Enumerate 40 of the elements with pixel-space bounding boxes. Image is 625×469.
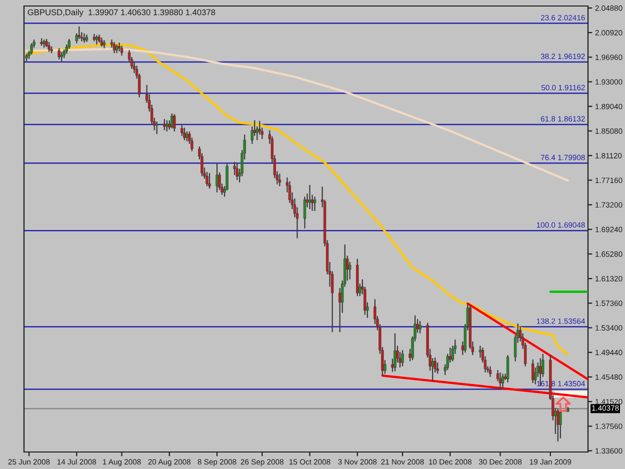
candlestick — [112, 41, 116, 54]
candlestick — [60, 51, 63, 62]
candlestick — [556, 408, 560, 442]
candlestick — [163, 118, 166, 131]
candlestick — [436, 362, 439, 374]
candlestick — [478, 345, 482, 358]
candlestick — [78, 26, 80, 40]
candlestick — [501, 373, 504, 389]
candlestick — [156, 120, 158, 135]
candlestick — [30, 42, 33, 56]
candlestick — [559, 409, 562, 439]
candlestick — [236, 162, 238, 180]
candlestick — [303, 196, 306, 229]
candlestick — [118, 42, 121, 52]
candlestick — [216, 162, 218, 193]
candlestick — [82, 32, 86, 44]
candlestick — [278, 173, 282, 187]
candlestick — [208, 172, 211, 190]
candlestick — [418, 320, 422, 334]
candlestick — [180, 124, 184, 136]
candlestick — [488, 366, 492, 378]
candlestick — [186, 130, 188, 142]
candlestick — [532, 358, 534, 384]
candlestick — [498, 372, 502, 390]
candlestick — [183, 127, 186, 141]
candlestick — [173, 114, 176, 132]
candlestick — [58, 48, 60, 60]
candlestick — [394, 332, 396, 372]
candlestick — [170, 112, 174, 129]
candlestick — [166, 120, 168, 132]
candlestick — [506, 354, 510, 383]
candlestick — [120, 45, 124, 56]
candlestick — [48, 41, 50, 53]
candlestick — [95, 34, 98, 46]
candlestick — [401, 350, 404, 367]
chart-title: GBPUSD,Daily 1.39907 1.40630 1.39880 1.40378 — [28, 9, 216, 17]
candlestick — [206, 171, 208, 187]
candlestick — [308, 184, 312, 210]
candlestick — [233, 161, 236, 176]
candlestick — [313, 196, 316, 212]
